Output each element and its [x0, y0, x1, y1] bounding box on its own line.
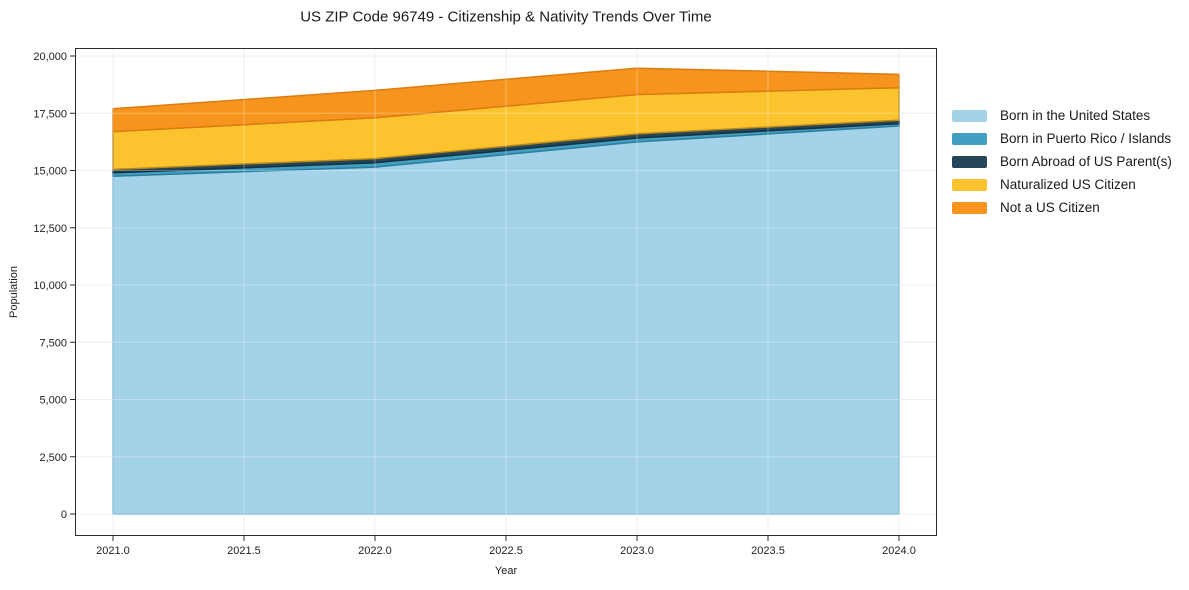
legend-item-0: Born in the United States: [952, 104, 1172, 127]
y-tick-label: 20,000: [33, 51, 67, 63]
y-axis-label: Population: [8, 266, 20, 318]
legend-label: Not a US Citizen: [1000, 200, 1100, 215]
y-tick-label: 10,000: [33, 280, 67, 292]
area-series-4: [112, 67, 900, 133]
x-axis-label: Year: [494, 565, 518, 577]
legend: Born in the United States Born in Puerto …: [952, 104, 1172, 219]
legend-item-4: Not a US Citizen: [952, 196, 1172, 219]
legend-label: Born in the United States: [1000, 108, 1151, 123]
legend-item-1: Born in Puerto Rico / Islands: [952, 127, 1172, 150]
plot-frame: [75, 48, 937, 536]
legend-label: Naturalized US Citizen: [1000, 177, 1136, 192]
legend-swatch-icon: [952, 132, 987, 145]
legend-label: Born Abroad of US Parent(s): [1000, 154, 1172, 169]
y-tick-label: 0: [61, 509, 67, 521]
x-tick-label: 2023.5: [751, 545, 785, 557]
legend-swatch-icon: [952, 109, 987, 122]
y-tick-label: 2,500: [39, 452, 67, 464]
x-tick-label: 2023.0: [620, 545, 654, 557]
chart-title: US ZIP Code 96749 - Citizenship & Nativi…: [300, 8, 712, 26]
x-tick-label: 2022.5: [489, 545, 523, 557]
x-tick-label: 2024.0: [882, 545, 916, 557]
x-tick-label: 2021.0: [96, 545, 130, 557]
legend-item-3: Naturalized US Citizen: [952, 173, 1172, 196]
legend-item-2: Born Abroad of US Parent(s): [952, 150, 1172, 173]
y-tick-label: 12,500: [33, 223, 67, 235]
x-tick-label: 2021.5: [227, 545, 261, 557]
plot-area: 0 2,500 5,000 7,500 10,000 12,500 15,000 17,500…: [33, 48, 937, 557]
legend-swatch-icon: [952, 155, 987, 168]
y-tick-label: 7,500: [39, 337, 67, 349]
y-tick-label: 17,500: [33, 108, 67, 120]
legend-swatch-icon: [952, 201, 987, 214]
x-tick-label: 2022.0: [358, 545, 392, 557]
legend-swatch-icon: [952, 178, 987, 191]
legend-label: Born in Puerto Rico / Islands: [1000, 131, 1172, 146]
y-tick-label: 15,000: [33, 166, 67, 178]
y-tick-label: 5,000: [39, 395, 67, 407]
